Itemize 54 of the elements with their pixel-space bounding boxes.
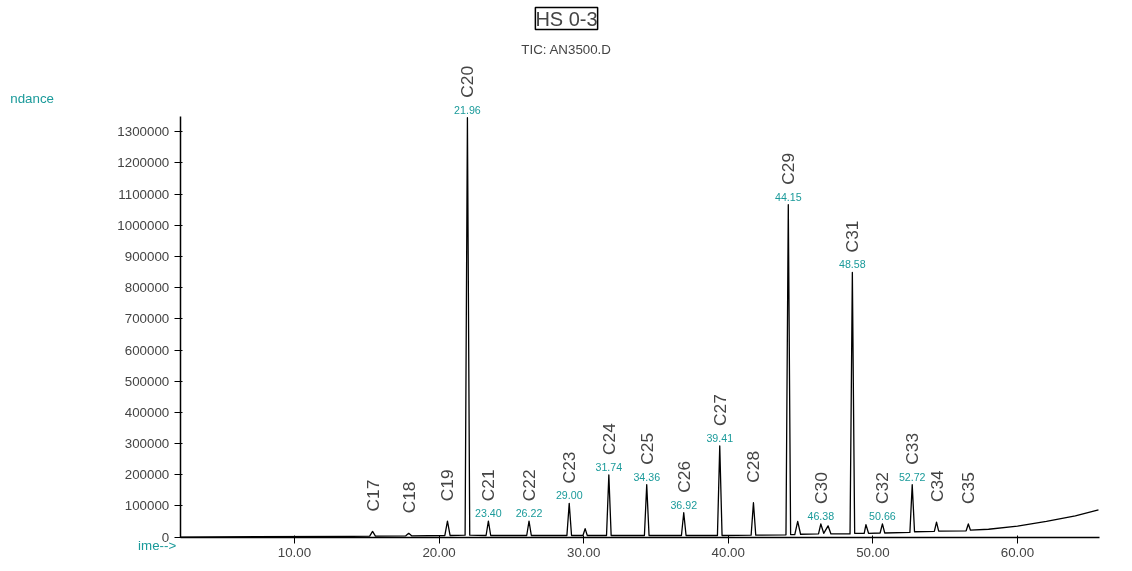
annotation: 46.38 (807, 509, 835, 522)
x-tick-label: 30.00 (567, 545, 601, 561)
y-axis-title: ndance (10, 91, 54, 107)
annotation: 29.00 (555, 489, 583, 502)
annotation: C20 (457, 65, 478, 98)
y-tick-label: 500000 (124, 373, 170, 389)
y-tick-label: 1000000 (117, 217, 170, 233)
annotation: C31 (842, 220, 863, 253)
chart-title: HS 0-3 (535, 7, 598, 30)
annotation: 52.72 (898, 470, 926, 483)
y-tick-label: 900000 (124, 248, 170, 264)
annotation: C32 (872, 472, 893, 504)
annotation: 31.74 (595, 461, 623, 474)
y-tick-label: 100000 (124, 498, 170, 514)
annotation: C18 (398, 481, 419, 514)
y-tick-label: 600000 (124, 342, 170, 358)
annotation: C22 (519, 469, 540, 502)
x-tick-label: 10.00 (277, 545, 312, 561)
annotation: C25 (636, 432, 657, 465)
annotation: C29 (778, 152, 799, 185)
annotation: 39.41 (706, 432, 734, 445)
annotation: C33 (902, 432, 923, 465)
y-tick-label: 1200000 (117, 155, 170, 171)
x-tick-label: 60.00 (1000, 545, 1035, 561)
annotation: C24 (598, 422, 619, 456)
chart-subtitle: TIC: AN3500.D (521, 41, 611, 57)
annotation: 36.92 (670, 498, 698, 511)
annotation: C34 (926, 469, 947, 503)
annotation: C19 (437, 469, 458, 502)
x-tick-label: 50.00 (856, 545, 890, 561)
annotation: C26 (673, 460, 694, 493)
x-tick-label: 40.00 (711, 545, 745, 561)
annotation: C35 (958, 472, 979, 504)
annotation: 48.58 (839, 258, 866, 271)
y-tick-label: 1300000 (117, 124, 170, 140)
y-tick-label: 1100000 (118, 186, 170, 202)
annotation: C27 (709, 394, 730, 427)
annotation: C23 (559, 451, 580, 484)
y-tick-label: 200000 (124, 467, 170, 483)
annotation: 26.22 (515, 507, 543, 520)
y-tick-label: 300000 (124, 436, 170, 452)
annotation: 23.40 (475, 507, 502, 520)
annotation: C30 (810, 472, 831, 504)
y-tick-label: 400000 (124, 404, 170, 420)
annotation: 34.36 (633, 470, 661, 483)
annotation: C17 (362, 479, 383, 512)
x-tick-label: 20.00 (422, 545, 456, 561)
annotation: C21 (478, 469, 499, 502)
annotation: 44.15 (774, 190, 802, 203)
y-tick-label: 800000 (124, 280, 170, 296)
annotation: 50.66 (869, 509, 896, 522)
annotation: C28 (743, 450, 764, 483)
y-tick-label: 700000 (124, 311, 170, 327)
annotation: 21.96 (454, 103, 481, 116)
